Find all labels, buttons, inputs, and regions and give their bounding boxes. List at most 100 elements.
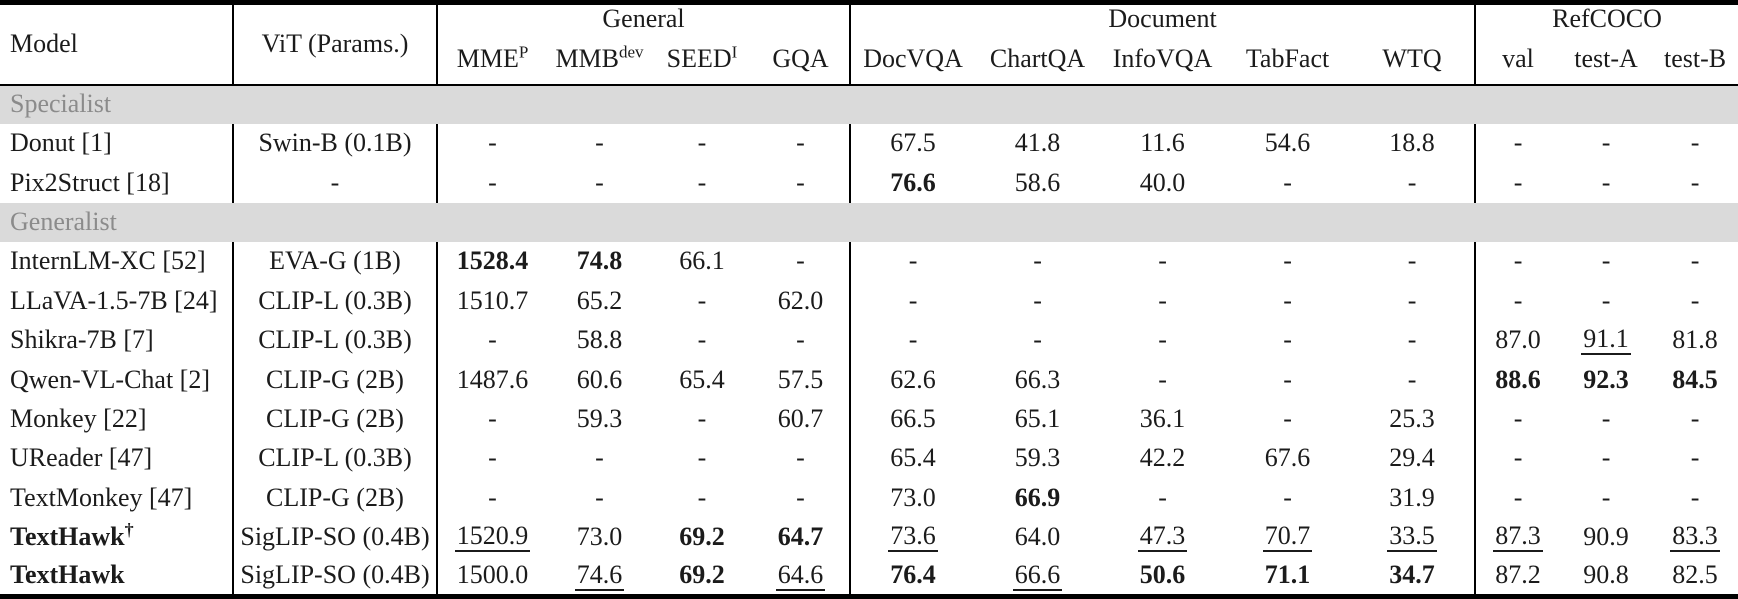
score-cell: 25.3	[1350, 399, 1477, 439]
score-cell: -	[1350, 360, 1477, 400]
score-value: 1520.9	[454, 521, 531, 553]
score-cell: 36.1	[1100, 400, 1225, 439]
score-cell: -	[1225, 400, 1350, 439]
score-value: -	[697, 325, 707, 355]
vit-params-cell: SigLIP-SO (0.4B)	[233, 517, 438, 557]
score-cell: 47.3	[1100, 518, 1225, 557]
score-cell: 88.6	[1475, 360, 1560, 399]
score-cell: -	[437, 163, 547, 202]
score-value: 1487.6	[456, 364, 529, 394]
score-cell: 65.4	[850, 439, 975, 478]
model-name-cell: Shikra-7B [7]	[0, 320, 234, 361]
score-cell: -	[547, 439, 652, 478]
score-value: 36.1	[1139, 403, 1186, 433]
score-cell: -	[1350, 281, 1477, 321]
score-cell: 81.8	[1652, 321, 1738, 360]
score-cell: 84.5	[1652, 360, 1738, 399]
score-value: 74.6	[574, 559, 625, 591]
score-value: -	[1033, 285, 1042, 315]
score-cell: -	[1100, 321, 1225, 360]
score-value: -	[697, 403, 707, 433]
score-value: -	[1407, 325, 1417, 355]
score-value: 65.2	[576, 285, 623, 315]
header-superscript: dev	[619, 42, 644, 62]
score-value: -	[796, 482, 805, 512]
score-cell: -	[752, 123, 852, 164]
score-cell: 62.6	[850, 360, 975, 399]
score-cell: 18.8	[1350, 123, 1477, 164]
score-value: 60.6	[576, 364, 623, 394]
score-cell: -	[1350, 163, 1477, 203]
score-cell: -	[752, 242, 852, 282]
score-cell: -	[1350, 242, 1477, 282]
score-value: 50.6	[1139, 560, 1186, 590]
score-cell: 58.8	[547, 321, 652, 360]
score-value: 59.3	[576, 403, 623, 433]
score-value: 71.1	[1264, 560, 1311, 590]
score-cell: 91.1	[1560, 321, 1652, 360]
score-cell: 66.6	[975, 557, 1100, 597]
score-cell: -	[1475, 163, 1560, 202]
score-cell: 71.1	[1225, 557, 1350, 597]
score-cell: 83.3	[1652, 518, 1738, 557]
score-cell: 73.6	[850, 518, 975, 557]
score-value: -	[1690, 128, 1700, 158]
column-header-test-b: test-B	[1663, 43, 1727, 73]
score-cell: -	[850, 281, 975, 320]
score-value: 58.6	[1014, 167, 1061, 197]
score-cell: -	[1560, 124, 1652, 163]
table-row: Qwen-VL-Chat [2] CLIP-G (2B) 1487.6 60.6 65.…	[0, 360, 1738, 400]
score-cell: -	[1475, 439, 1560, 478]
model-name-cell: Pix2Struct [18]	[0, 163, 234, 203]
table-row: InternLM-XC [52] EVA-G (1B) 1528.4 74.8 66.1…	[0, 242, 1738, 282]
model-name-cell: TextHawk	[0, 557, 234, 597]
score-value: -	[1283, 325, 1292, 355]
score-cell: -	[1225, 163, 1350, 202]
score-cell: -	[1100, 478, 1225, 517]
score-cell: -	[1100, 360, 1225, 399]
score-value: -	[1690, 167, 1700, 197]
score-cell: -	[1560, 439, 1652, 478]
score-cell: 73.0	[547, 518, 652, 557]
score-cell: -	[850, 321, 975, 360]
score-cell: -	[547, 163, 652, 202]
score-value: -	[1601, 482, 1611, 512]
score-value: 65.4	[890, 443, 936, 473]
score-value: -	[796, 167, 805, 197]
score-cell: 1487.6	[437, 360, 547, 399]
score-value: 87.2	[1495, 560, 1541, 590]
model-name-cell: Monkey [22]	[0, 399, 234, 439]
score-value: -	[1158, 364, 1167, 394]
model-name: Monkey [22]	[10, 403, 147, 433]
score-cell: 65.2	[547, 281, 652, 320]
score-value: -	[1407, 285, 1417, 315]
vit-params-cell: SigLIP-SO (0.4B)	[233, 557, 438, 597]
score-value: 1500.0	[456, 560, 529, 590]
model-name-cell: UReader [47]	[0, 438, 234, 479]
score-cell: 41.8	[975, 124, 1100, 163]
column-header-test-a: test-A	[1574, 43, 1638, 73]
score-cell: 59.3	[547, 400, 652, 439]
score-value: 66.1	[679, 246, 725, 276]
score-cell: -	[850, 242, 975, 281]
score-value: 74.8	[576, 246, 623, 276]
score-value: -	[1690, 246, 1700, 276]
model-name: TextHawk	[10, 560, 125, 590]
score-value: 34.7	[1389, 560, 1435, 590]
score-value: -	[1513, 167, 1523, 197]
score-cell: 34.7	[1350, 557, 1477, 597]
score-value: -	[1283, 403, 1292, 433]
table-header: Model ViT (Params.) General Document RefCO…	[0, 2, 1738, 85]
score-value: 58.8	[576, 325, 623, 355]
score-value: 73.0	[890, 482, 936, 512]
model-name-cell: LLaVA-1.5-7B [24]	[0, 281, 234, 321]
score-value: -	[1601, 403, 1611, 433]
score-value: -	[1158, 246, 1167, 276]
table-row: Pix2Struct [18] - - - - - 76.6 58.6 40.0 - - - - -	[0, 163, 1738, 203]
score-value: -	[1601, 128, 1611, 158]
score-value: 64.7	[777, 522, 824, 552]
score-cell: 74.6	[547, 557, 652, 597]
score-value: -	[1690, 285, 1700, 315]
score-cell: 66.1	[652, 242, 752, 281]
column-header-seed: SEEDI	[666, 42, 738, 73]
